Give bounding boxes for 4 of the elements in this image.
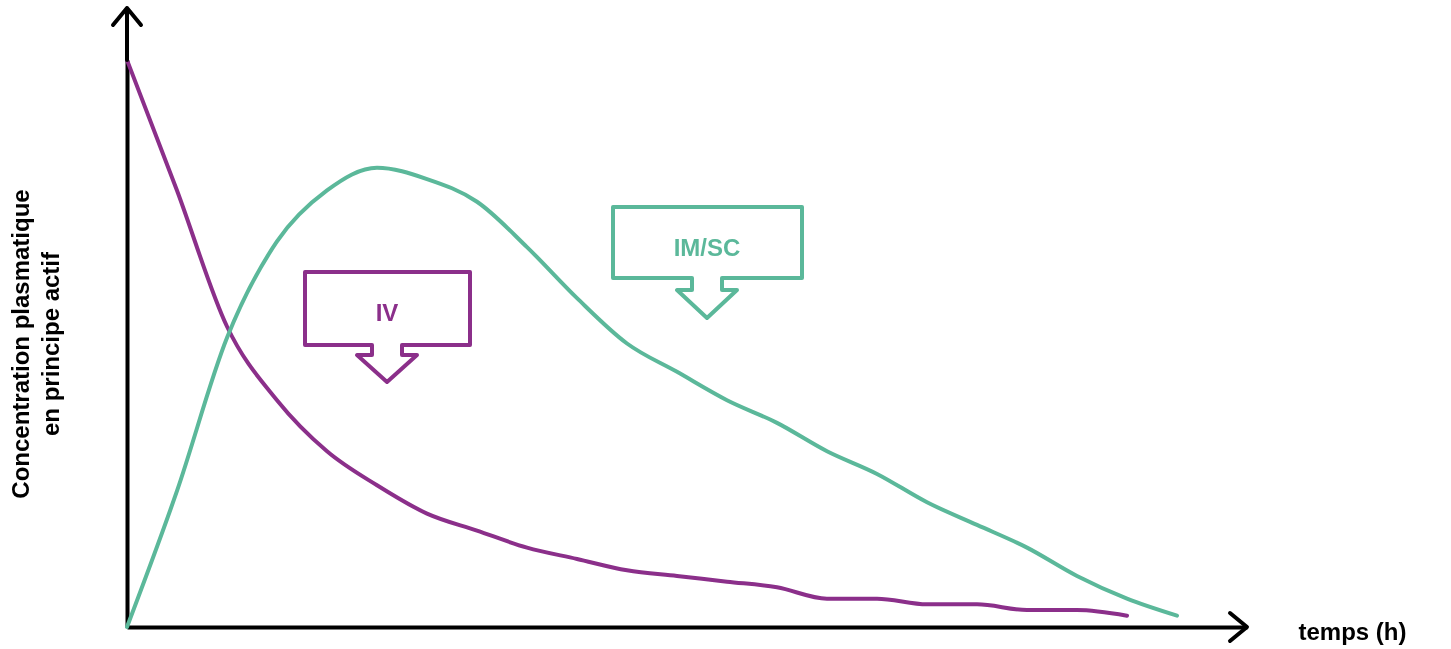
y-axis-title: Concentration plasmatique en principe actif (6, 189, 64, 499)
x-axis-title: temps (h) (1298, 617, 1407, 645)
text: IM/SC (673, 234, 741, 262)
text: IV (375, 299, 399, 327)
